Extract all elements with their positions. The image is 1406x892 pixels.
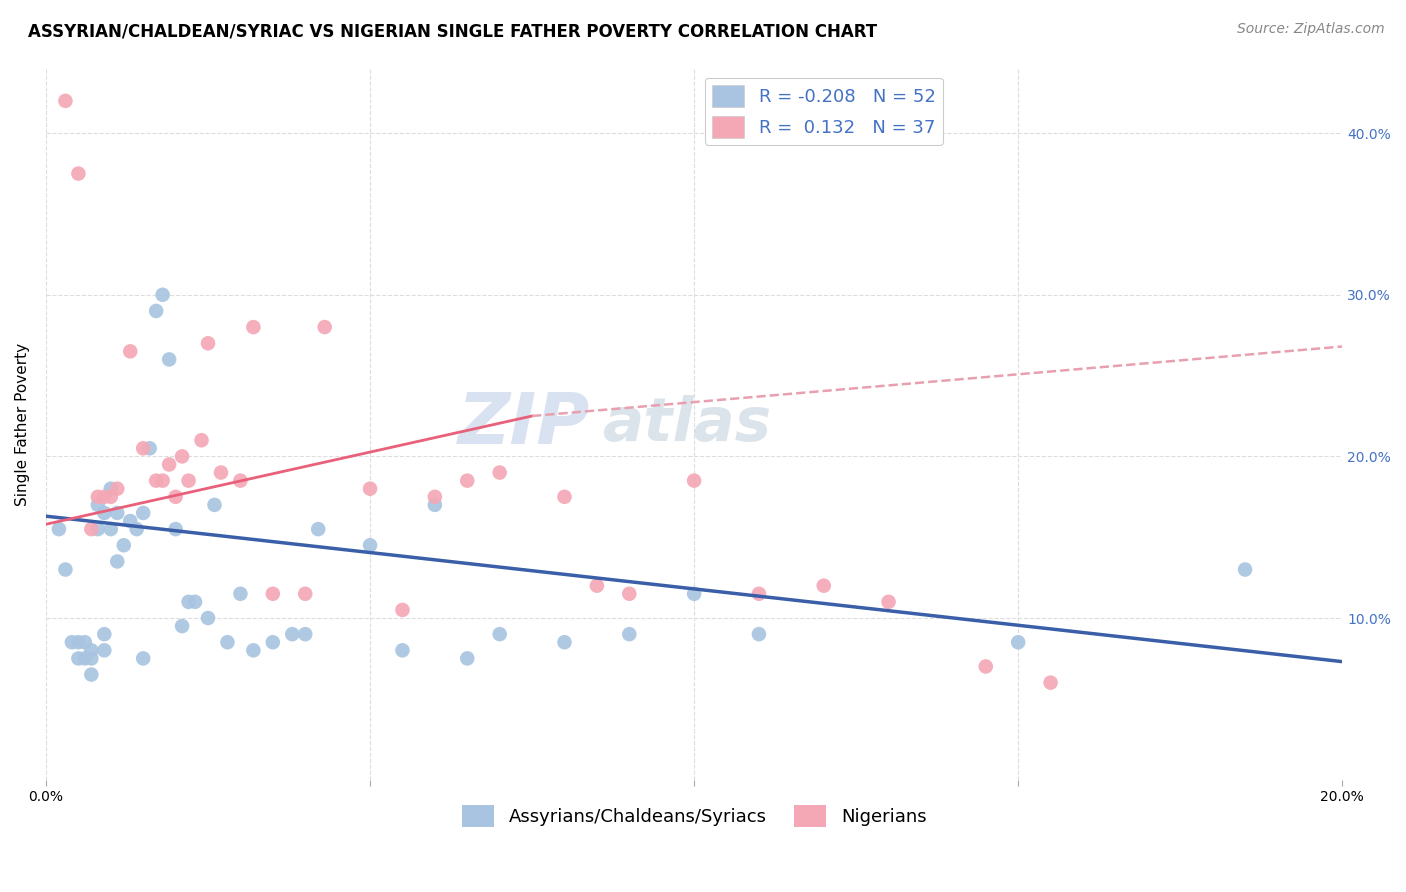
Point <box>80 522 103 536</box>
Point <box>456 651 478 665</box>
Point <box>391 603 413 617</box>
Point <box>145 304 167 318</box>
Text: ZIP: ZIP <box>458 390 591 458</box>
Point <box>456 474 478 488</box>
Point <box>748 587 770 601</box>
Point <box>217 635 239 649</box>
Point <box>184 595 207 609</box>
Point <box>553 490 575 504</box>
Point <box>391 643 413 657</box>
Point <box>423 490 446 504</box>
Point <box>209 466 232 480</box>
Point <box>93 643 115 657</box>
Point <box>172 619 194 633</box>
Point <box>80 643 103 657</box>
Point <box>145 474 167 488</box>
Point <box>229 587 252 601</box>
Point <box>132 651 155 665</box>
Point <box>1007 635 1029 649</box>
Point <box>120 514 142 528</box>
Point <box>87 498 110 512</box>
Point <box>877 595 900 609</box>
Point <box>93 490 115 504</box>
Point <box>281 627 304 641</box>
Point <box>619 587 641 601</box>
Point <box>80 667 103 681</box>
Point <box>60 635 83 649</box>
Point <box>105 506 128 520</box>
Point <box>813 579 835 593</box>
Point <box>1039 675 1062 690</box>
Point <box>67 635 90 649</box>
Point <box>586 579 609 593</box>
Text: Source: ZipAtlas.com: Source: ZipAtlas.com <box>1237 22 1385 37</box>
Point <box>100 482 122 496</box>
Point <box>294 627 316 641</box>
Point <box>87 490 110 504</box>
Point <box>974 659 997 673</box>
Point <box>423 498 446 512</box>
Point <box>197 611 219 625</box>
Point <box>683 474 706 488</box>
Point <box>105 482 128 496</box>
Point <box>359 482 381 496</box>
Point <box>1234 562 1257 576</box>
Legend: Assyrians/Chaldeans/Syriacs, Nigerians: Assyrians/Chaldeans/Syriacs, Nigerians <box>454 798 934 835</box>
Point <box>307 522 329 536</box>
Point <box>165 522 187 536</box>
Point <box>359 538 381 552</box>
Point <box>204 498 226 512</box>
Point <box>80 651 103 665</box>
Point <box>93 506 115 520</box>
Point <box>152 287 174 301</box>
Point <box>120 344 142 359</box>
Point <box>152 474 174 488</box>
Point <box>125 522 148 536</box>
Point <box>294 587 316 601</box>
Point <box>683 587 706 601</box>
Point <box>157 458 180 472</box>
Point <box>262 635 284 649</box>
Point <box>229 474 252 488</box>
Point <box>197 336 219 351</box>
Point <box>100 522 122 536</box>
Y-axis label: Single Father Poverty: Single Father Poverty <box>15 343 30 506</box>
Point <box>112 538 135 552</box>
Point <box>165 490 187 504</box>
Point <box>73 651 96 665</box>
Point <box>190 434 212 448</box>
Point <box>314 320 336 334</box>
Point <box>553 635 575 649</box>
Point <box>619 627 641 641</box>
Point <box>488 466 510 480</box>
Point <box>93 627 115 641</box>
Text: atlas: atlas <box>603 394 772 453</box>
Point <box>67 167 90 181</box>
Point <box>242 320 264 334</box>
Text: ASSYRIAN/CHALDEAN/SYRIAC VS NIGERIAN SINGLE FATHER POVERTY CORRELATION CHART: ASSYRIAN/CHALDEAN/SYRIAC VS NIGERIAN SIN… <box>28 22 877 40</box>
Point <box>132 506 155 520</box>
Point <box>488 627 510 641</box>
Point <box>132 442 155 456</box>
Point <box>105 554 128 568</box>
Point <box>177 595 200 609</box>
Point <box>55 562 77 576</box>
Point <box>67 651 90 665</box>
Point <box>73 635 96 649</box>
Point <box>48 522 70 536</box>
Point <box>138 442 160 456</box>
Point <box>177 474 200 488</box>
Point <box>157 352 180 367</box>
Point <box>55 94 77 108</box>
Point <box>242 643 264 657</box>
Point <box>262 587 284 601</box>
Point <box>748 627 770 641</box>
Point <box>100 490 122 504</box>
Point <box>172 450 194 464</box>
Point <box>87 522 110 536</box>
